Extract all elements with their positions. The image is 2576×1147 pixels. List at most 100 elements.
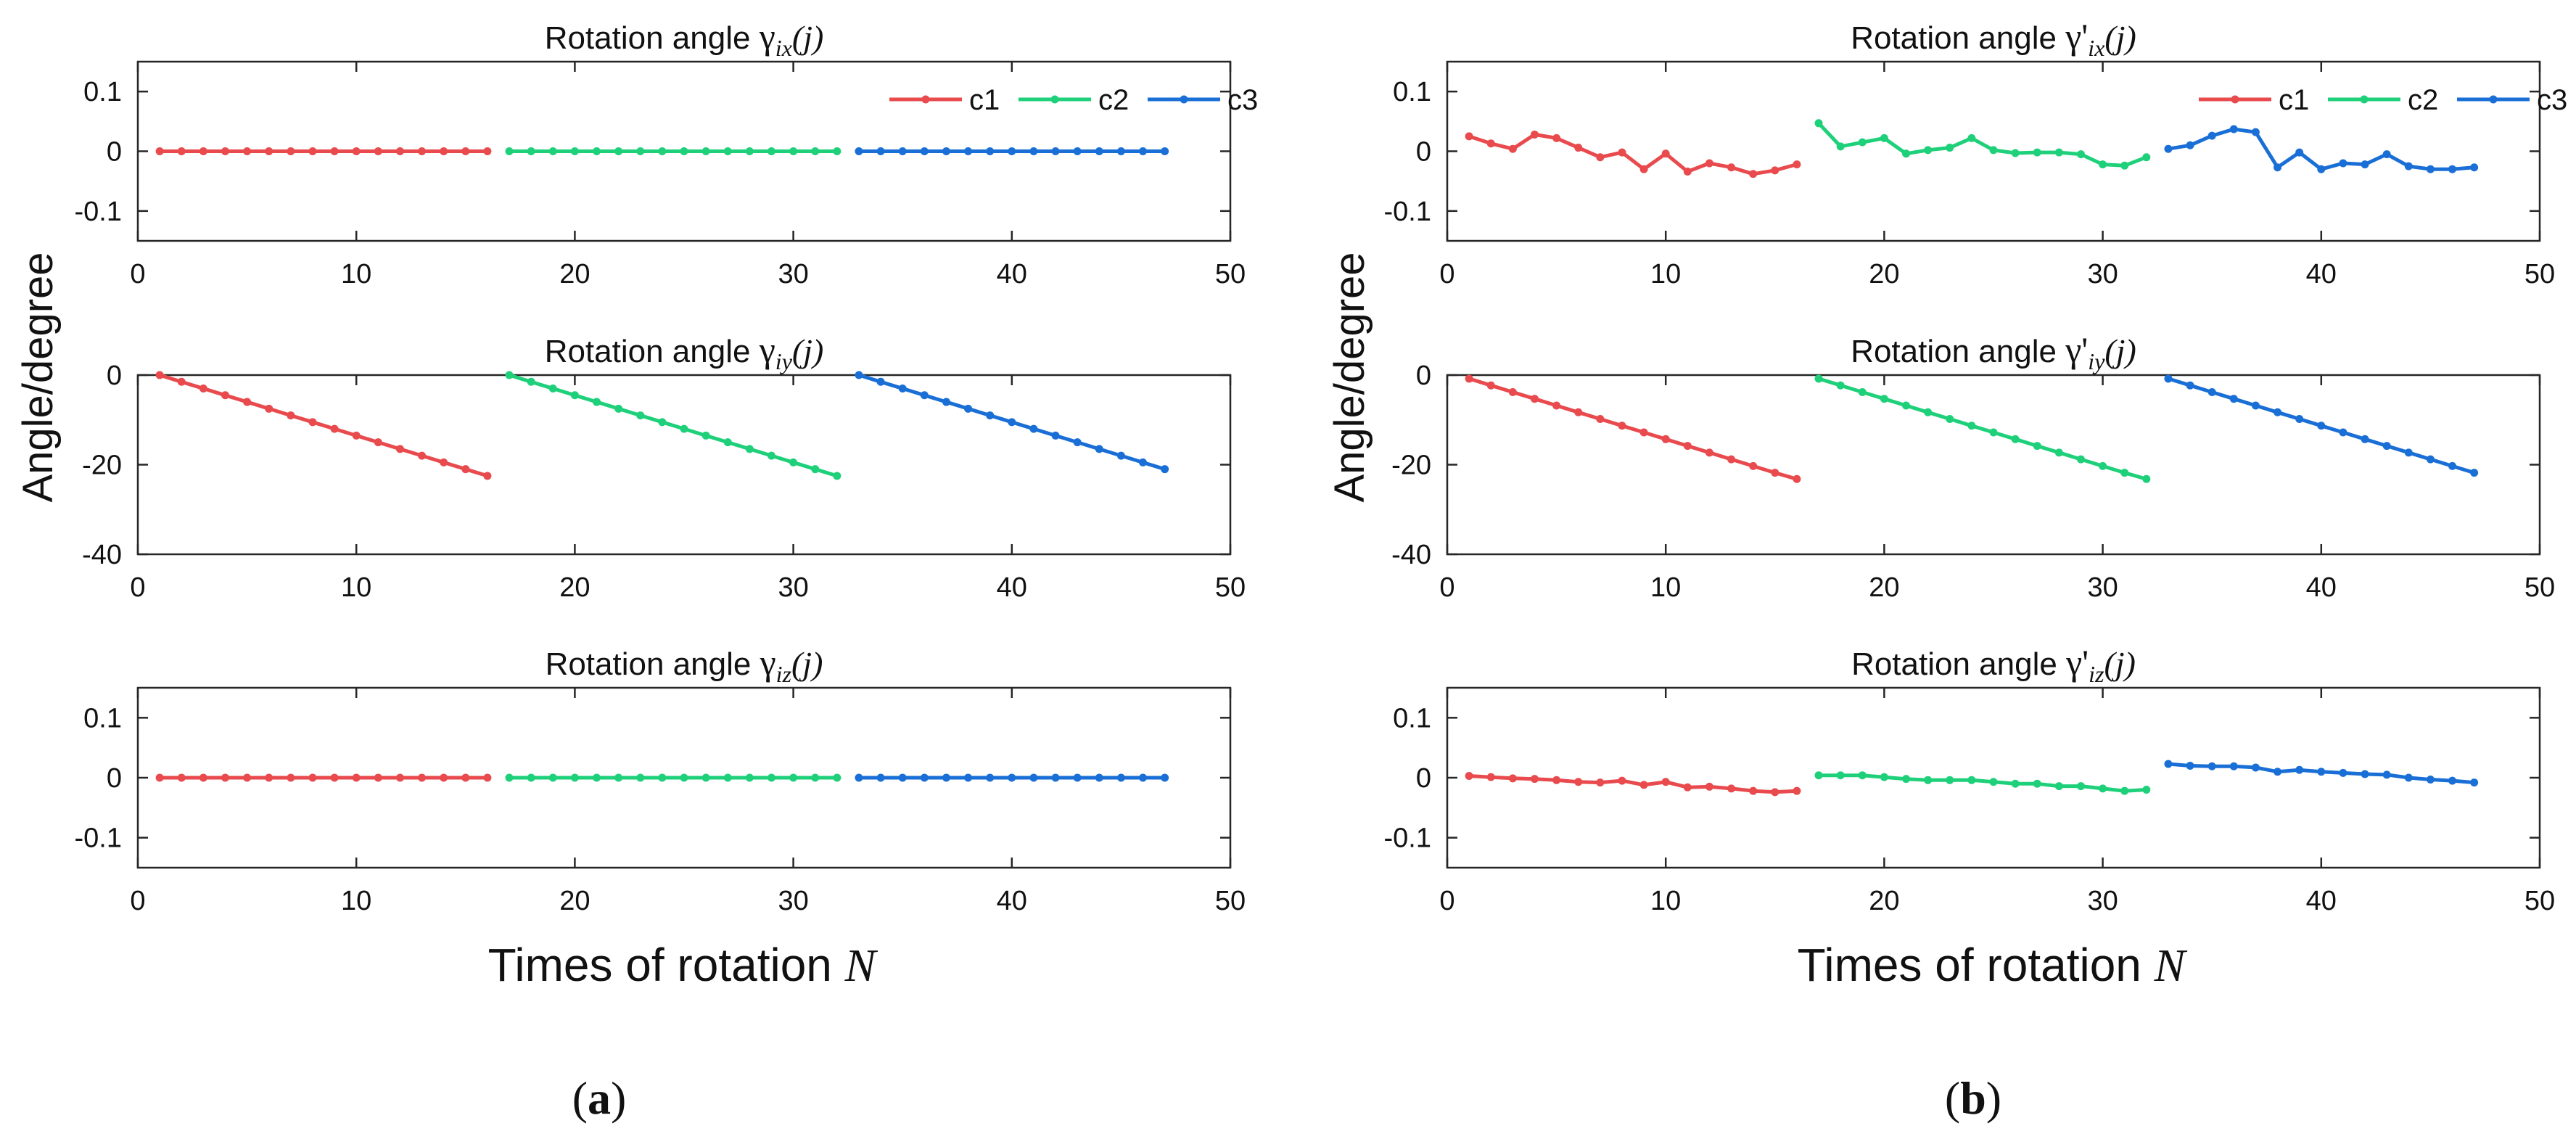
data-point-c2 — [1946, 144, 1954, 152]
y-tick-label: -40 — [82, 540, 122, 570]
data-point-c1 — [1618, 776, 1626, 785]
data-point-c1 — [1705, 159, 1713, 168]
data-point-c3 — [2186, 761, 2194, 770]
x-tick-label: 50 — [1215, 886, 1246, 916]
x-tick-label: 50 — [1215, 259, 1246, 289]
data-point-c3 — [2229, 395, 2238, 403]
data-point-c2 — [1989, 428, 1998, 437]
data-point-c2 — [1880, 395, 1888, 403]
data-point-c2 — [833, 147, 841, 155]
data-point-c1 — [1661, 435, 1670, 443]
data-point-c3 — [986, 411, 995, 420]
legend-label-c2: c2 — [2408, 84, 2438, 116]
data-point-c2 — [1902, 775, 1911, 784]
data-point-c3 — [855, 371, 863, 379]
data-point-c2 — [658, 147, 667, 155]
data-point-c1 — [1618, 422, 1626, 430]
x-tick-label: 30 — [778, 886, 808, 916]
data-point-c2 — [2011, 779, 2020, 788]
x-tick-label: 0 — [130, 259, 145, 289]
title-symbol: γ' — [2065, 642, 2089, 683]
data-point-c2 — [2076, 455, 2085, 464]
subplot-b-y: Rotation angle γ'iy(j) 0 10 20 30 40 50 0 -20 -40 — [1391, 329, 2555, 603]
data-point-c1 — [461, 465, 470, 474]
y-tick-label: -0.1 — [1384, 823, 1431, 854]
x-tick-label: 0 — [130, 886, 145, 916]
data-point-c1 — [352, 431, 361, 440]
x-tick-label: 30 — [778, 259, 808, 289]
data-point-c2 — [2142, 474, 2151, 483]
data-point-c3 — [1073, 147, 1082, 155]
data-point-c1 — [155, 371, 164, 379]
data-point-c1 — [1618, 148, 1626, 157]
data-point-c3 — [942, 398, 950, 406]
data-point-c2 — [2054, 782, 2063, 791]
data-point-c2 — [2099, 160, 2107, 169]
legend-label-c2: c2 — [1098, 84, 1129, 116]
x-tick-label: 20 — [559, 259, 590, 289]
title-prefix: Rotation angle — [1851, 20, 2065, 56]
legend-label-c1: c1 — [2279, 84, 2309, 116]
data-point-c2 — [1967, 776, 1976, 784]
data-point-c1 — [440, 458, 448, 466]
data-point-c1 — [177, 147, 186, 155]
data-point-c3 — [964, 404, 973, 413]
data-point-c2 — [745, 773, 754, 782]
series-line-c2 — [1817, 122, 2147, 168]
data-point-c2 — [1902, 149, 1911, 158]
x-tick-label: 0 — [1439, 259, 1454, 289]
data-point-c1 — [1574, 778, 1583, 786]
data-point-c1 — [1705, 782, 1713, 791]
y-tick-label: 0 — [1416, 361, 1431, 391]
title-suffix: (j) — [792, 19, 823, 56]
data-point-c2 — [1989, 146, 1998, 155]
data-point-c1 — [177, 377, 186, 386]
x-tick-label: 10 — [341, 572, 371, 603]
data-point-c1 — [265, 773, 273, 782]
data-point-c2 — [2033, 148, 2041, 157]
data-point-c3 — [2448, 165, 2457, 173]
x-tick-label: 0 — [1439, 572, 1454, 603]
data-point-c3 — [1139, 773, 1148, 782]
data-point-c3 — [1116, 773, 1125, 782]
data-point-c2 — [1814, 374, 1823, 383]
x-tick-label: 10 — [1650, 259, 1681, 289]
legend: c1 c2 c3 — [889, 84, 1258, 116]
data-point-c1 — [1793, 160, 1801, 169]
data-point-c1 — [352, 147, 361, 155]
data-point-c2 — [1858, 138, 1867, 147]
data-point-c1 — [440, 147, 448, 155]
data-point-c2 — [1836, 771, 1845, 780]
y-tick-label: 0.1 — [1393, 703, 1431, 733]
data-point-c2 — [811, 773, 820, 782]
title-suffix: (j) — [2104, 19, 2136, 56]
data-point-c1 — [1683, 442, 1692, 451]
title-symbol: γ' — [2065, 16, 2088, 57]
data-point-c2 — [745, 445, 754, 453]
data-point-c2 — [570, 773, 579, 782]
data-point-c3 — [1116, 451, 1125, 460]
x-tick-label: 50 — [2524, 886, 2555, 916]
title-suffix: (j) — [2104, 645, 2136, 682]
data-point-c3 — [1029, 147, 1038, 155]
data-point-c2 — [614, 773, 623, 782]
data-point-c3 — [1029, 424, 1038, 433]
data-point-c3 — [2470, 778, 2479, 787]
data-point-c1 — [1639, 781, 1648, 789]
subplot-title: Rotation angle γix(j) — [545, 16, 824, 61]
x-tick-label: 20 — [1869, 572, 1899, 603]
data-point-c1 — [1596, 415, 1605, 424]
data-point-c3 — [2295, 765, 2304, 774]
series-line-c2 — [1819, 773, 2147, 793]
y-tick-label: 0 — [1416, 763, 1431, 794]
data-point-c1 — [308, 418, 317, 427]
data-point-c3 — [2448, 461, 2457, 470]
data-point-c1 — [1530, 130, 1539, 139]
legend-label-c1: c1 — [969, 84, 1000, 116]
data-point-c3 — [2207, 131, 2216, 140]
data-point-c3 — [1139, 147, 1148, 155]
data-point-c1 — [1793, 474, 1801, 483]
data-point-c1 — [1661, 778, 1670, 786]
data-point-c2 — [2120, 786, 2129, 795]
data-point-c3 — [920, 773, 929, 782]
